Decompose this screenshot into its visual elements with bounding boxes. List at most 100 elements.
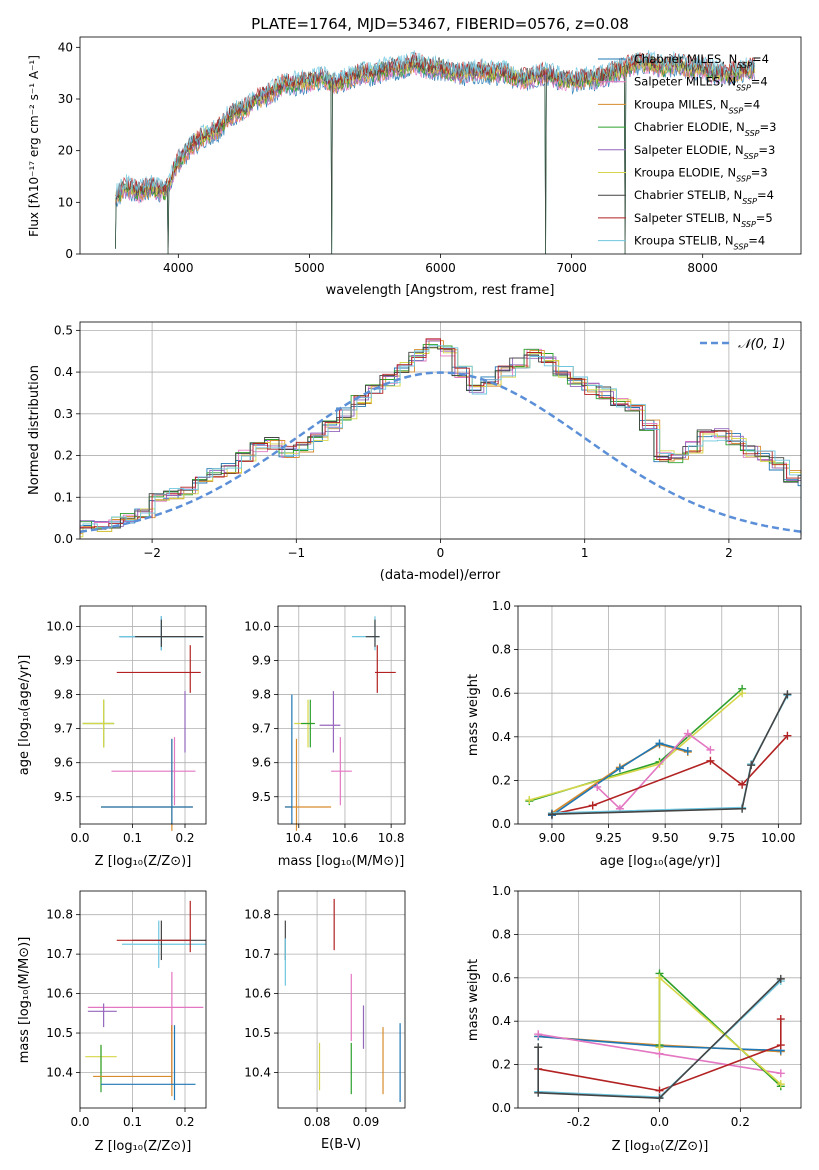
weight-age-xtick-label: 9.75 [708, 831, 735, 845]
weight-z-point-marker [776, 1080, 785, 1089]
spectrum-xtick-label: 5000 [294, 261, 325, 275]
weight-age-point-marker [738, 689, 747, 698]
spectrum-legend-label: Salpeter MILES, NSSP=4 [634, 75, 768, 93]
mass-ebv-ytick-label: 10.6 [244, 987, 271, 1001]
weight-z-point-marker [655, 1094, 664, 1103]
age-z-ytick-label: 9.6 [54, 756, 73, 770]
histogram-plot-area: −2 −1 0 1 2 0.0 0.1 0.2 0.3 0.4 0.5 [54, 322, 802, 560]
mass-z-ytick-label: 10.4 [46, 1065, 73, 1079]
weight-age-point-marker [706, 745, 715, 754]
histogram-ytick-label: 0.2 [54, 449, 73, 463]
spectrum-xtick-label: 7000 [556, 261, 587, 275]
spectrum-legend-label: Kroupa ELODIE, NSSP=3 [634, 166, 768, 184]
mass-z-ytick-label: 10.6 [46, 987, 73, 1001]
weight-age-series-line [551, 693, 789, 815]
mass-z-xtick-label: 0.0 [70, 1115, 89, 1129]
mass-vs-ebv-panel: 0.08 0.09 10.4 10.5 10.6 10.7 10.8 E(B-V) [244, 890, 406, 1152]
weight-age-series-line [596, 732, 711, 810]
weight-age-point-marker [683, 746, 692, 755]
spectrum-legend: Chabrier MILES, NSSP=4 Salpeter MILES, NS… [598, 52, 776, 251]
spectrum-legend-label: Salpeter ELODIE, NSSP=3 [634, 143, 775, 161]
age-z-ytick-label: 9.5 [54, 790, 73, 804]
weight-age-xtick-label: 9.00 [539, 831, 566, 845]
mass-ebv-ytick-label: 10.8 [244, 908, 271, 922]
age-mass-ytick-label: 9.7 [252, 722, 271, 736]
weight-age-series-line [551, 742, 689, 816]
figure-title: PLATE=1764, MJD=53467, FIBERID=0576, z=0… [251, 15, 629, 33]
histogram-xtick-label: 0 [437, 546, 445, 560]
weight-age-point-marker [783, 690, 792, 699]
mass-vs-metallicity-panel: 0.0 0.1 0.2 10.4 10.5 10.6 10.7 10.8 Z [log₁₀(Z… [17, 890, 207, 1154]
weight-z-point-marker [534, 1043, 543, 1052]
spectrum-legend-label: Chabrier ELODIE, NSSP=3 [634, 120, 776, 138]
spectrum-ytick-label: 0 [65, 247, 73, 261]
spectrum-axes-frame [79, 36, 802, 255]
weight-z-series-line [538, 1019, 782, 1092]
histogram-series-step [79, 338, 802, 534]
spectrum-ytick-label: 30 [58, 92, 73, 106]
gaussian-legend-label: 𝒩(0, 1) [738, 337, 785, 352]
mass-z-xtick-label: 0.1 [123, 1115, 142, 1129]
weight-age-point-marker [615, 764, 624, 773]
age-vs-metallicity-panel: 0.0 0.1 0.2 9.5 9.6 9.7 9.8 9.9 10.0 Z [log₁₀(Z/… [17, 605, 207, 869]
histogram-xtick-label: 1 [581, 546, 589, 560]
age-mass-ytick-label: 9.6 [252, 756, 271, 770]
mass-z-axes-frame [79, 890, 207, 1109]
histogram-ytick-label: 0.4 [54, 365, 73, 379]
age-mass-xtick-label: 10.8 [378, 831, 405, 845]
gaussian-curve [79, 371, 802, 533]
weight-age-point-marker [547, 810, 556, 819]
weight-age-point-marker [655, 739, 664, 748]
histogram-ytick-label: 0.0 [54, 532, 73, 546]
histogram-xtick-label: −2 [143, 546, 161, 560]
mass-z-xlabel: Z [log₁₀(Z/Z⊙)] [95, 1139, 192, 1154]
age-mass-ytick-label: 9.5 [252, 790, 271, 804]
weight-age-point-marker [783, 731, 792, 740]
weight-age-ytick-label: 0.6 [492, 686, 511, 700]
age-z-plot-area: 0.0 0.1 0.2 9.5 9.6 9.7 9.8 9.9 10.0 [46, 606, 206, 845]
age-z-xtick-label: 0.2 [175, 831, 194, 845]
histogram-legend: 𝒩(0, 1) [700, 337, 785, 352]
age-z-xtick-label: 0.0 [70, 831, 89, 845]
histogram-series-step [79, 346, 802, 535]
weight-age-xtick-label: 9.25 [595, 831, 622, 845]
age-mass-ytick-label: 10.0 [244, 619, 271, 633]
age-mass-xlabel: mass [log₁₀(M/M⊙)] [278, 854, 405, 869]
spectrum-legend-label: Kroupa STELIB, NSSP=4 [634, 234, 765, 252]
weight-z-point-marker [776, 1015, 785, 1024]
spectrum-ytick-label: 40 [58, 40, 73, 54]
spectrum-xtick-label: 4000 [163, 261, 194, 275]
weight-age-ytick-label: 0.2 [492, 773, 511, 787]
age-z-ylabel: age [log₁₀(age/yr)] [17, 655, 32, 776]
weight-z-xtick-label: 0.0 [650, 1115, 669, 1129]
weight-age-point-marker [738, 804, 747, 813]
mass-ebv-plot-area: 0.08 0.09 10.4 10.5 10.6 10.7 10.8 [244, 891, 405, 1129]
spectrum-ytick-label: 10 [58, 195, 73, 209]
weight-z-ytick-label: 0.6 [492, 971, 511, 985]
weight-age-point-marker [683, 729, 692, 738]
residual-panel: −2 −1 0 1 2 0.0 0.1 0.2 0.3 0.4 0.5 𝒩(0, 1) (data-… [27, 321, 802, 583]
weight-z-point-marker [776, 974, 785, 983]
spectrum-legend-label: Kroupa MILES, NSSP=4 [634, 97, 760, 115]
weight-vs-metallicity-panel: -0.2 0.0 0.2 0.0 0.2 0.4 0.6 0.8 1.0 Z [log₁₀(Z/… [466, 884, 802, 1154]
mass-ebv-ytick-label: 10.5 [244, 1026, 271, 1040]
weight-z-ytick-label: 0.4 [492, 1014, 511, 1028]
weight-age-series-line [529, 688, 743, 802]
mass-z-ylabel: mass [log₁₀(M/M⊙)] [17, 937, 32, 1064]
spectrum-ylabel: Flux [fλ10⁻¹⁷ erg cm⁻² s⁻¹ A⁻¹] [27, 55, 41, 237]
histogram-ytick-label: 0.3 [54, 407, 73, 421]
age-z-ytick-label: 9.7 [54, 722, 73, 736]
weight-age-point-marker [593, 782, 602, 791]
weight-age-xtick-label: 9.50 [652, 831, 679, 845]
weight-z-ytick-label: 1.0 [492, 884, 511, 898]
weight-age-point-marker [738, 780, 747, 789]
mass-z-ytick-label: 10.7 [46, 947, 73, 961]
weight-age-plot-area: 9.00 9.25 9.50 9.75 10.00 0.0 0.2 0.4 0.6 0.8 1.0 [492, 599, 801, 845]
histogram-xlabel: (data-model)/error [380, 568, 501, 583]
age-z-ytick-label: 9.8 [54, 688, 73, 702]
age-z-axes-frame [79, 605, 207, 825]
spectrum-xtick-label: 6000 [425, 261, 456, 275]
age-vs-mass-panel: 10.4 10.6 10.8 9.5 9.6 9.7 9.8 9.9 10.0 mass [lo… [244, 605, 406, 869]
spectrum-ytick-label: 20 [58, 144, 73, 158]
